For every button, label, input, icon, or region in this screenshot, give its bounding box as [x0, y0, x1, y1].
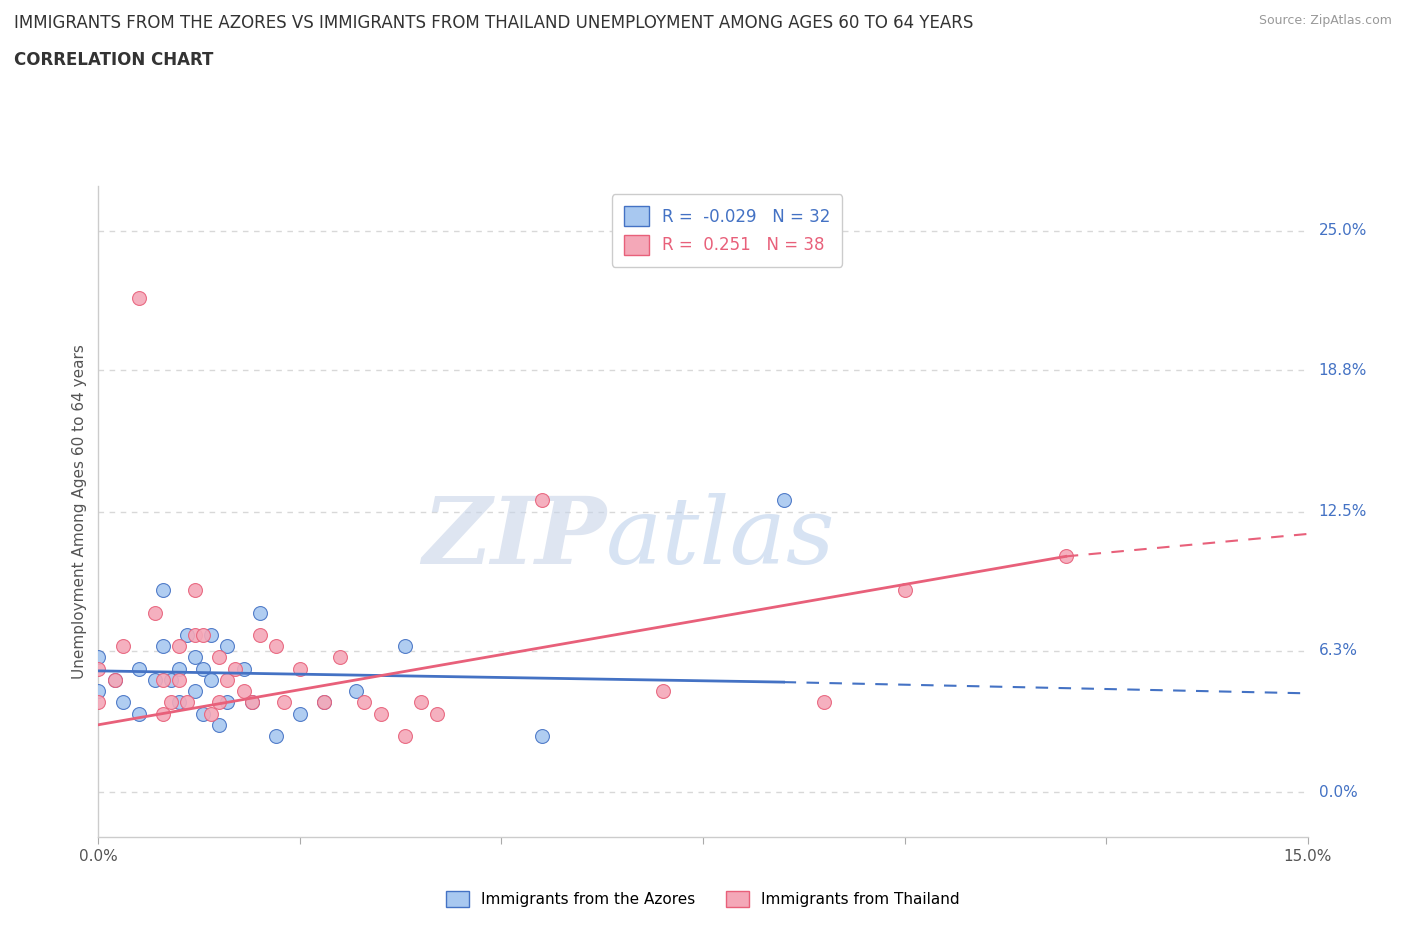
Point — [128, 706, 150, 721]
Point — [167, 639, 190, 654]
Point — [409, 695, 432, 710]
Point — [208, 717, 231, 732]
Point — [224, 661, 246, 676]
Point — [370, 706, 392, 721]
Point — [893, 582, 915, 597]
Point — [152, 672, 174, 687]
Text: 0.0%: 0.0% — [1319, 785, 1357, 800]
Point — [193, 706, 215, 721]
Point — [152, 706, 174, 721]
Point — [208, 695, 231, 710]
Point — [103, 672, 125, 687]
Point — [176, 628, 198, 643]
Point — [167, 672, 190, 687]
Point — [232, 661, 254, 676]
Point — [530, 493, 553, 508]
Point — [87, 661, 110, 676]
Point — [208, 650, 231, 665]
Point — [200, 628, 222, 643]
Point — [232, 684, 254, 698]
Point — [217, 672, 239, 687]
Point — [152, 582, 174, 597]
Point — [167, 661, 190, 676]
Point — [530, 728, 553, 743]
Point — [87, 684, 110, 698]
Point — [193, 661, 215, 676]
Point — [651, 684, 673, 698]
Y-axis label: Unemployment Among Ages 60 to 64 years: Unemployment Among Ages 60 to 64 years — [72, 344, 87, 679]
Point — [264, 639, 287, 654]
Point — [87, 695, 110, 710]
Point — [184, 582, 207, 597]
Point — [314, 695, 336, 710]
Point — [193, 628, 215, 643]
Point — [111, 639, 134, 654]
Legend: Immigrants from the Azores, Immigrants from Thailand: Immigrants from the Azores, Immigrants f… — [440, 884, 966, 913]
Legend: R =  -0.029   N = 32, R =  0.251   N = 38: R = -0.029 N = 32, R = 0.251 N = 38 — [612, 194, 842, 267]
Point — [143, 605, 166, 620]
Point — [160, 695, 183, 710]
Point — [143, 672, 166, 687]
Point — [240, 695, 263, 710]
Point — [288, 706, 311, 721]
Text: 6.3%: 6.3% — [1319, 644, 1358, 658]
Point — [217, 639, 239, 654]
Point — [426, 706, 449, 721]
Point — [249, 605, 271, 620]
Point — [184, 628, 207, 643]
Text: IMMIGRANTS FROM THE AZORES VS IMMIGRANTS FROM THAILAND UNEMPLOYMENT AMONG AGES 6: IMMIGRANTS FROM THE AZORES VS IMMIGRANTS… — [14, 14, 973, 32]
Point — [160, 672, 183, 687]
Point — [184, 650, 207, 665]
Text: 25.0%: 25.0% — [1319, 223, 1367, 238]
Point — [288, 661, 311, 676]
Point — [1054, 549, 1077, 564]
Point — [167, 695, 190, 710]
Point — [394, 639, 416, 654]
Point — [217, 695, 239, 710]
Point — [813, 695, 835, 710]
Point — [128, 661, 150, 676]
Point — [184, 684, 207, 698]
Point — [200, 672, 222, 687]
Point — [240, 695, 263, 710]
Point — [353, 695, 375, 710]
Text: 18.8%: 18.8% — [1319, 363, 1367, 378]
Point — [103, 672, 125, 687]
Text: CORRELATION CHART: CORRELATION CHART — [14, 51, 214, 69]
Point — [200, 706, 222, 721]
Point — [111, 695, 134, 710]
Point — [176, 695, 198, 710]
Point — [264, 728, 287, 743]
Point — [329, 650, 352, 665]
Point — [314, 695, 336, 710]
Text: 12.5%: 12.5% — [1319, 504, 1367, 519]
Point — [87, 650, 110, 665]
Text: Source: ZipAtlas.com: Source: ZipAtlas.com — [1258, 14, 1392, 27]
Point — [128, 291, 150, 306]
Point — [152, 639, 174, 654]
Point — [772, 493, 794, 508]
Text: atlas: atlas — [606, 493, 835, 582]
Point — [273, 695, 295, 710]
Point — [249, 628, 271, 643]
Point — [344, 684, 367, 698]
Text: ZIP: ZIP — [422, 493, 606, 582]
Point — [394, 728, 416, 743]
